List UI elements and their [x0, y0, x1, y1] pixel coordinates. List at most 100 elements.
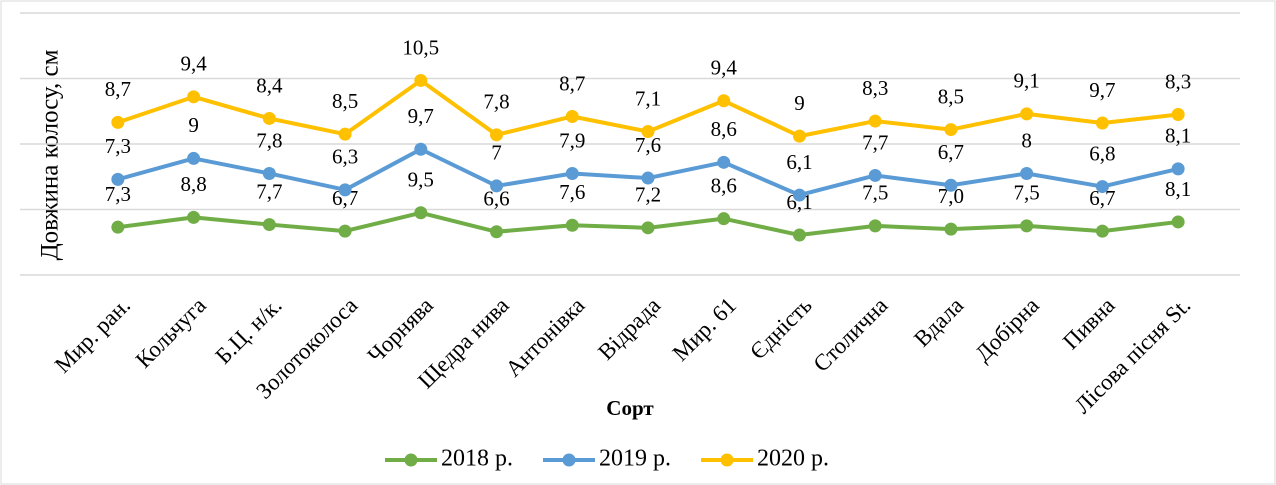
- x-tick-label: Кольчуга: [131, 293, 211, 373]
- marker: [1171, 215, 1185, 229]
- x-tick-label: Чорнява: [363, 293, 438, 368]
- data-label: 7,9: [559, 128, 585, 152]
- data-label: 9,1: [1014, 69, 1040, 93]
- data-label: 7,8: [483, 90, 509, 114]
- marker: [111, 172, 125, 186]
- legend-marker: [562, 453, 576, 467]
- marker: [565, 166, 579, 180]
- x-tick-label: Антонівка: [501, 293, 590, 382]
- marker: [1095, 180, 1109, 194]
- marker: [792, 228, 806, 242]
- marker: [338, 183, 352, 197]
- x-tick-label: Пивна: [1058, 293, 1120, 355]
- marker: [262, 166, 276, 180]
- x-tick-label: Столична: [808, 293, 892, 377]
- legend-label: 2019 р.: [599, 446, 671, 472]
- data-label: 7,3: [105, 182, 131, 206]
- data-label: 7: [491, 141, 502, 165]
- marker: [490, 179, 504, 193]
- data-label: 10,5: [402, 35, 439, 59]
- data-label: 7,2: [635, 183, 661, 207]
- marker: [1095, 224, 1109, 238]
- x-tick-label: Б.Ц. н/к.: [210, 293, 286, 369]
- marker: [944, 123, 958, 137]
- legend-label: 2020 р.: [757, 446, 829, 472]
- data-label: 8,8: [180, 172, 206, 196]
- data-label: 9,4: [180, 52, 207, 76]
- data-label: 7,5: [862, 181, 888, 205]
- data-label: 9,4: [711, 56, 738, 80]
- data-label: 7,6: [559, 180, 585, 204]
- marker: [565, 109, 579, 123]
- marker: [792, 188, 806, 202]
- data-label: 8,6: [711, 117, 737, 141]
- data-label: 8,5: [332, 89, 358, 113]
- data-label: 7,8: [256, 128, 282, 152]
- marker: [187, 210, 201, 224]
- data-label: 6,7: [938, 140, 964, 164]
- marker: [187, 90, 201, 104]
- marker: [414, 142, 428, 156]
- marker: [1095, 116, 1109, 130]
- marker: [641, 171, 655, 185]
- marker: [490, 128, 504, 142]
- marker: [868, 168, 882, 182]
- marker: [1171, 162, 1185, 176]
- data-label: 9: [188, 113, 199, 137]
- legend-marker: [720, 453, 734, 467]
- data-label: 8,6: [711, 173, 737, 197]
- data-label: 9,5: [408, 168, 434, 192]
- marker: [641, 125, 655, 139]
- data-label: 8,1: [1165, 177, 1191, 201]
- data-label: 8: [1021, 128, 1032, 152]
- marker: [1020, 219, 1034, 233]
- data-label: 8,5: [938, 84, 964, 108]
- marker: [338, 127, 352, 141]
- data-label: 9: [794, 91, 805, 115]
- marker: [338, 224, 352, 238]
- marker: [111, 220, 125, 234]
- marker: [641, 221, 655, 235]
- data-label: 7,5: [1014, 181, 1040, 205]
- y-axis-label: Довжина колосу, см: [37, 49, 64, 260]
- legend-label: 2018 р.: [441, 446, 513, 472]
- x-tick-label: Вдала: [909, 293, 968, 352]
- data-label: 9,7: [1089, 78, 1115, 102]
- marker: [565, 218, 579, 232]
- x-tick-label: Мир. 61: [668, 293, 741, 366]
- marker: [1020, 166, 1034, 180]
- x-tick-label: Мир. ран.: [50, 293, 135, 378]
- x-axis-label: Сорт: [606, 396, 654, 420]
- marker: [792, 129, 806, 143]
- marker: [414, 206, 428, 220]
- marker: [111, 115, 125, 129]
- x-tick-label: Добірна: [970, 293, 1044, 367]
- data-label: 8,1: [1165, 124, 1191, 148]
- marker: [414, 73, 428, 87]
- data-label: 6,1: [786, 150, 812, 174]
- marker: [1020, 107, 1034, 121]
- data-label: 8,7: [105, 77, 131, 101]
- x-tick-label: Відрада: [593, 293, 665, 365]
- data-label: 8,7: [559, 71, 585, 95]
- marker: [868, 219, 882, 233]
- marker: [187, 151, 201, 165]
- data-label: 7,3: [105, 134, 131, 158]
- marker: [944, 178, 958, 192]
- marker: [717, 212, 731, 226]
- data-label: 8,4: [256, 73, 283, 97]
- data-label: 7,7: [862, 130, 888, 154]
- data-label: 6,3: [332, 145, 358, 169]
- data-label: 9,7: [408, 104, 434, 128]
- data-label: 7,1: [635, 86, 661, 110]
- legend-marker: [404, 453, 418, 467]
- x-tick-label: Єдність: [745, 293, 817, 365]
- data-label: 8,3: [862, 76, 888, 100]
- data-label: 7,7: [256, 179, 282, 203]
- data-label: 8,3: [1165, 69, 1191, 93]
- marker: [1171, 108, 1185, 122]
- marker: [490, 225, 504, 239]
- marker: [262, 111, 276, 125]
